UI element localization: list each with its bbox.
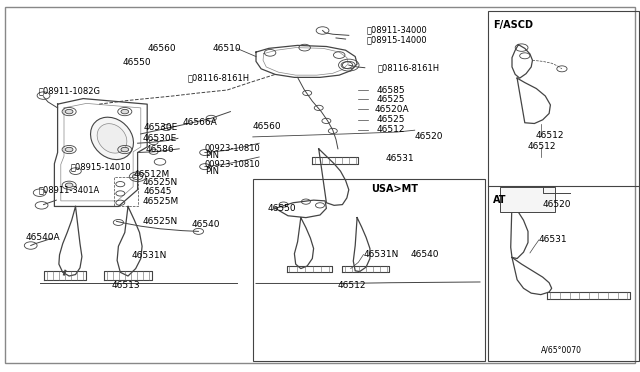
Bar bbox=[253, 179, 485, 361]
Text: 46545: 46545 bbox=[144, 187, 173, 196]
Text: A/65°0070: A/65°0070 bbox=[541, 346, 582, 355]
Text: ⓝ08911-34000: ⓝ08911-34000 bbox=[367, 25, 428, 34]
Circle shape bbox=[121, 109, 129, 114]
Text: 46531: 46531 bbox=[386, 154, 415, 163]
Text: 46540: 46540 bbox=[192, 220, 221, 229]
Text: 46525: 46525 bbox=[376, 95, 405, 104]
Text: 46513: 46513 bbox=[112, 281, 141, 290]
Text: 46520A: 46520A bbox=[374, 105, 409, 114]
Text: 46525N: 46525N bbox=[142, 217, 177, 226]
Text: 46512: 46512 bbox=[528, 142, 557, 151]
Text: Ⓑ08116-8161H: Ⓑ08116-8161H bbox=[188, 74, 250, 83]
Text: 46525M: 46525M bbox=[142, 197, 179, 206]
Bar bbox=[488, 11, 639, 361]
Text: 46560: 46560 bbox=[147, 44, 176, 53]
Text: 46540A: 46540A bbox=[26, 233, 60, 242]
Text: 46531: 46531 bbox=[539, 235, 568, 244]
Text: 46512: 46512 bbox=[337, 281, 366, 290]
Bar bbox=[500, 187, 555, 212]
Text: 46530E: 46530E bbox=[142, 134, 177, 143]
Circle shape bbox=[65, 183, 73, 187]
Text: PIN: PIN bbox=[205, 167, 219, 176]
Text: 46525: 46525 bbox=[376, 115, 405, 124]
Text: 46560: 46560 bbox=[253, 122, 282, 131]
Text: 46512M: 46512M bbox=[133, 170, 170, 179]
Text: ⓝ08911-3401A: ⓝ08911-3401A bbox=[38, 185, 100, 194]
Ellipse shape bbox=[90, 117, 134, 160]
Text: 46586: 46586 bbox=[146, 145, 175, 154]
Text: 46566A: 46566A bbox=[183, 118, 218, 126]
Text: 46512: 46512 bbox=[376, 125, 405, 134]
Text: 46520: 46520 bbox=[543, 200, 572, 209]
Text: 00923-10810: 00923-10810 bbox=[205, 160, 260, 169]
Text: 46512: 46512 bbox=[536, 131, 564, 140]
Text: 46530E: 46530E bbox=[143, 124, 178, 132]
Text: 46531N: 46531N bbox=[131, 251, 166, 260]
Text: 46525N: 46525N bbox=[142, 178, 177, 187]
Text: 46550: 46550 bbox=[123, 58, 152, 67]
Circle shape bbox=[65, 109, 73, 114]
Text: PIN: PIN bbox=[205, 151, 219, 160]
Text: 46550: 46550 bbox=[268, 204, 296, 213]
Text: Ⓦ08915-14000: Ⓦ08915-14000 bbox=[367, 35, 428, 44]
Text: 46531N: 46531N bbox=[364, 250, 399, 259]
Circle shape bbox=[65, 147, 73, 152]
Text: AT: AT bbox=[493, 195, 506, 205]
Text: USA>MT: USA>MT bbox=[371, 184, 418, 194]
Text: ⓝ08911-1082G: ⓝ08911-1082G bbox=[38, 87, 100, 96]
Text: 00923-10810: 00923-10810 bbox=[205, 144, 260, 153]
Text: 46510: 46510 bbox=[212, 44, 241, 53]
Ellipse shape bbox=[97, 124, 127, 153]
Circle shape bbox=[121, 147, 129, 152]
Text: 46585: 46585 bbox=[376, 86, 405, 94]
Text: F/ASCD: F/ASCD bbox=[493, 20, 532, 31]
Text: 46540: 46540 bbox=[411, 250, 440, 259]
Text: Ⓥ08915-14010: Ⓥ08915-14010 bbox=[70, 162, 131, 171]
Text: Ⓑ08116-8161H: Ⓑ08116-8161H bbox=[378, 63, 440, 72]
Text: 46520: 46520 bbox=[415, 132, 444, 141]
